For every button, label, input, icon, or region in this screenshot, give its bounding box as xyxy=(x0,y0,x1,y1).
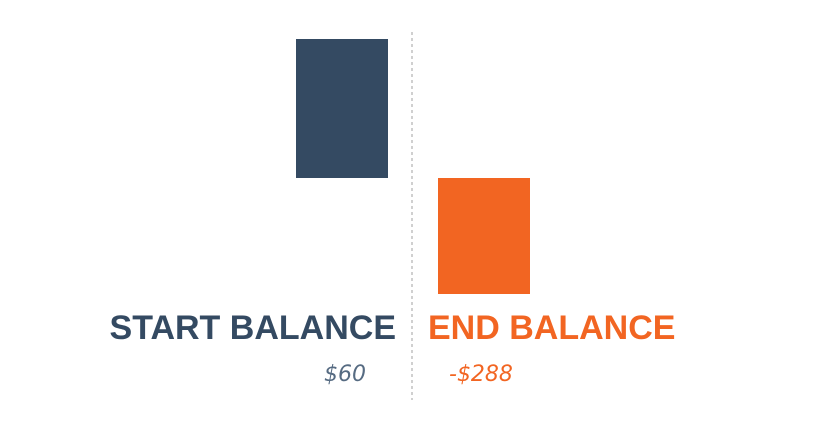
start-balance-bar xyxy=(296,39,388,178)
bars-layer xyxy=(296,39,530,294)
end-balance-bar xyxy=(438,178,530,294)
start-balance-label: START BALANCE xyxy=(109,309,396,347)
start-balance-value: $60 xyxy=(324,362,366,387)
end-balance-value: -$288 xyxy=(449,362,513,387)
end-balance-label: END BALANCE xyxy=(428,309,676,347)
